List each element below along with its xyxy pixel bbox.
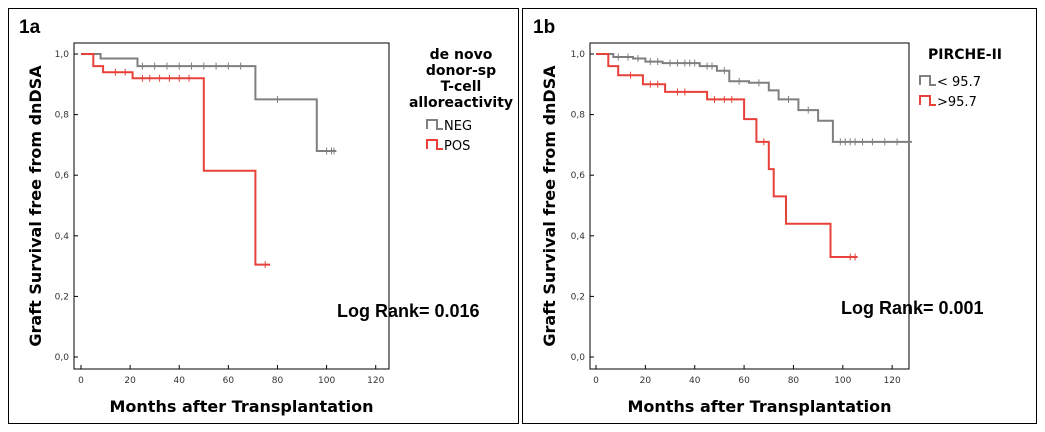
series-line-grey xyxy=(596,53,912,143)
legend-symbol xyxy=(919,75,936,86)
legend-entry-label: POS xyxy=(444,139,470,154)
x-tick-label: 40 xyxy=(689,376,701,386)
legend-title-line: de novo xyxy=(430,47,493,63)
x-tick-label: 60 xyxy=(223,376,235,386)
y-tick-label: 0,0 xyxy=(571,353,586,363)
plot-frame xyxy=(73,42,390,370)
x-tick-label: 120 xyxy=(884,376,901,386)
log-rank-annotation: Log Rank= 0.001 xyxy=(841,298,984,318)
legend-entry-label: >95.7 xyxy=(937,95,977,110)
y-tick-label: 0,4 xyxy=(571,232,586,242)
y-tick-label: 0,8 xyxy=(55,111,70,121)
y-tick-label: 0,4 xyxy=(55,232,70,242)
x-tick-label: 0 xyxy=(593,376,599,386)
x-tick-label: 0 xyxy=(78,376,84,386)
panel-label: 1a xyxy=(19,17,41,38)
x-tick-label: 40 xyxy=(174,376,186,386)
legend-title-line: alloreactivity xyxy=(409,95,513,111)
y-tick-label: 1,0 xyxy=(571,50,586,60)
legend-entry-label: NEG xyxy=(444,119,472,134)
x-axis-title: Months after Transplantation xyxy=(628,397,892,416)
y-tick-label: 0,2 xyxy=(55,292,69,302)
chart-1b-svg: 1b 0,0 0,2 0,4 0,6 0,8 1,0 0 20 40 60 80 100 120 Month… xyxy=(533,17,1002,416)
legend-entry-label: < 95.7 xyxy=(937,75,981,90)
legend-title-line: donor-sp xyxy=(426,63,496,79)
legend-symbol xyxy=(426,139,443,150)
x-tick-label: 120 xyxy=(367,376,384,386)
x-tick-label: 80 xyxy=(788,376,800,386)
x-tick-label: 100 xyxy=(834,376,851,386)
chart-panel-1a: 1a 0,0 0,2 0,4 0,6 0,8 1,0 0 20 40 60 80 100 120 Month… xyxy=(8,8,519,424)
x-tick-label: 20 xyxy=(124,376,136,386)
x-tick-label: 100 xyxy=(318,376,335,386)
panel-label: 1b xyxy=(533,17,555,38)
series-line-red xyxy=(596,53,858,258)
legend-title-line: PIRCHE-II xyxy=(928,47,1002,63)
series-line-grey xyxy=(81,53,337,152)
log-rank-annotation: Log Rank= 0.016 xyxy=(337,301,480,321)
y-axis-title: Graft Survival free from dnDSA xyxy=(26,65,45,347)
legend-symbol xyxy=(919,95,936,106)
y-tick-label: 0,6 xyxy=(55,171,70,181)
y-tick-label: 0,8 xyxy=(571,111,586,121)
y-tick-label: 1,0 xyxy=(55,50,70,60)
legend-symbol xyxy=(426,119,443,130)
y-axis-title: Graft Survival free from dnDSA xyxy=(540,65,559,347)
x-tick-label: 60 xyxy=(738,376,750,386)
x-axis-title: Months after Transplantation xyxy=(110,397,374,416)
series-line-red xyxy=(81,53,271,266)
y-tick-label: 0,2 xyxy=(571,292,585,302)
x-tick-label: 80 xyxy=(272,376,284,386)
legend-title-line: T-cell xyxy=(441,79,482,95)
y-tick-label: 0,0 xyxy=(55,353,70,363)
plot-frame xyxy=(589,42,910,370)
x-tick-label: 20 xyxy=(640,376,652,386)
chart-1a-svg: 1a 0,0 0,2 0,4 0,6 0,8 1,0 0 20 40 60 80 100 120 Month… xyxy=(19,17,513,416)
y-tick-label: 0,6 xyxy=(571,171,586,181)
chart-panel-1b: 1b 0,0 0,2 0,4 0,6 0,8 1,0 0 20 40 60 80 100 120 Month… xyxy=(522,8,1037,424)
